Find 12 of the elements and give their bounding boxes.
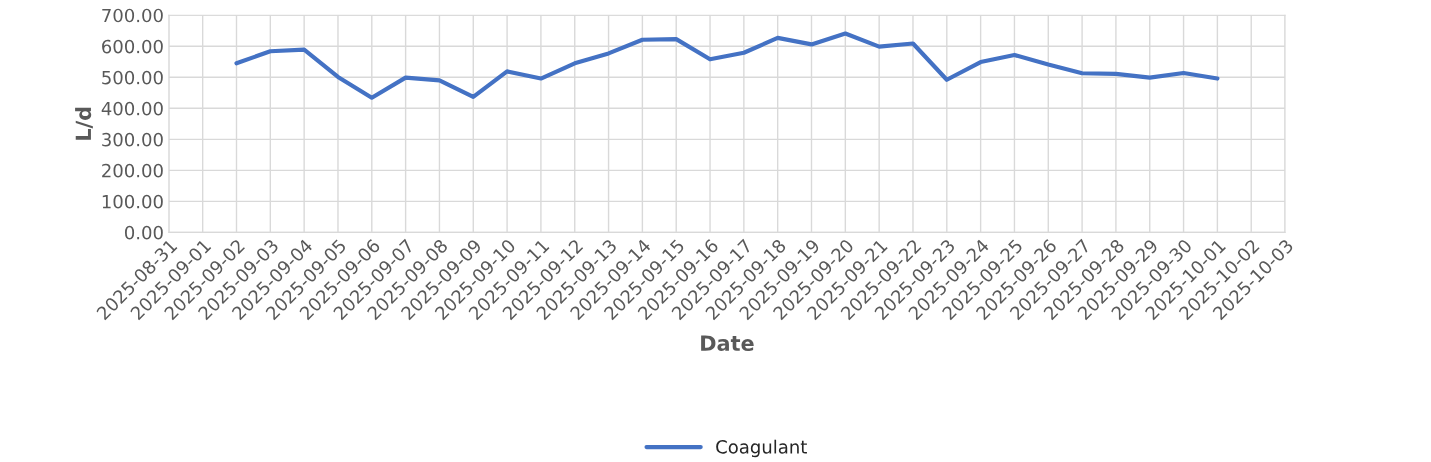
y-tick-label: 300.00 bbox=[102, 132, 163, 147]
y-tick-label: 500.00 bbox=[102, 70, 163, 85]
line-series bbox=[234, 31, 1220, 100]
y-tick-label: 200.00 bbox=[102, 163, 163, 178]
y-tick-label: 100.00 bbox=[102, 194, 163, 209]
y-tick-label: 400.00 bbox=[101, 101, 163, 116]
y-axis-title: L/d bbox=[75, 107, 93, 140]
y-tick-label: 600.00 bbox=[102, 39, 163, 54]
y-tick-label: 700.00 bbox=[102, 8, 163, 23]
x-axis-title: Date bbox=[701, 335, 754, 352]
legend-label: Coagulant bbox=[716, 439, 807, 458]
y-tick-label: 0.00 bbox=[124, 225, 163, 240]
